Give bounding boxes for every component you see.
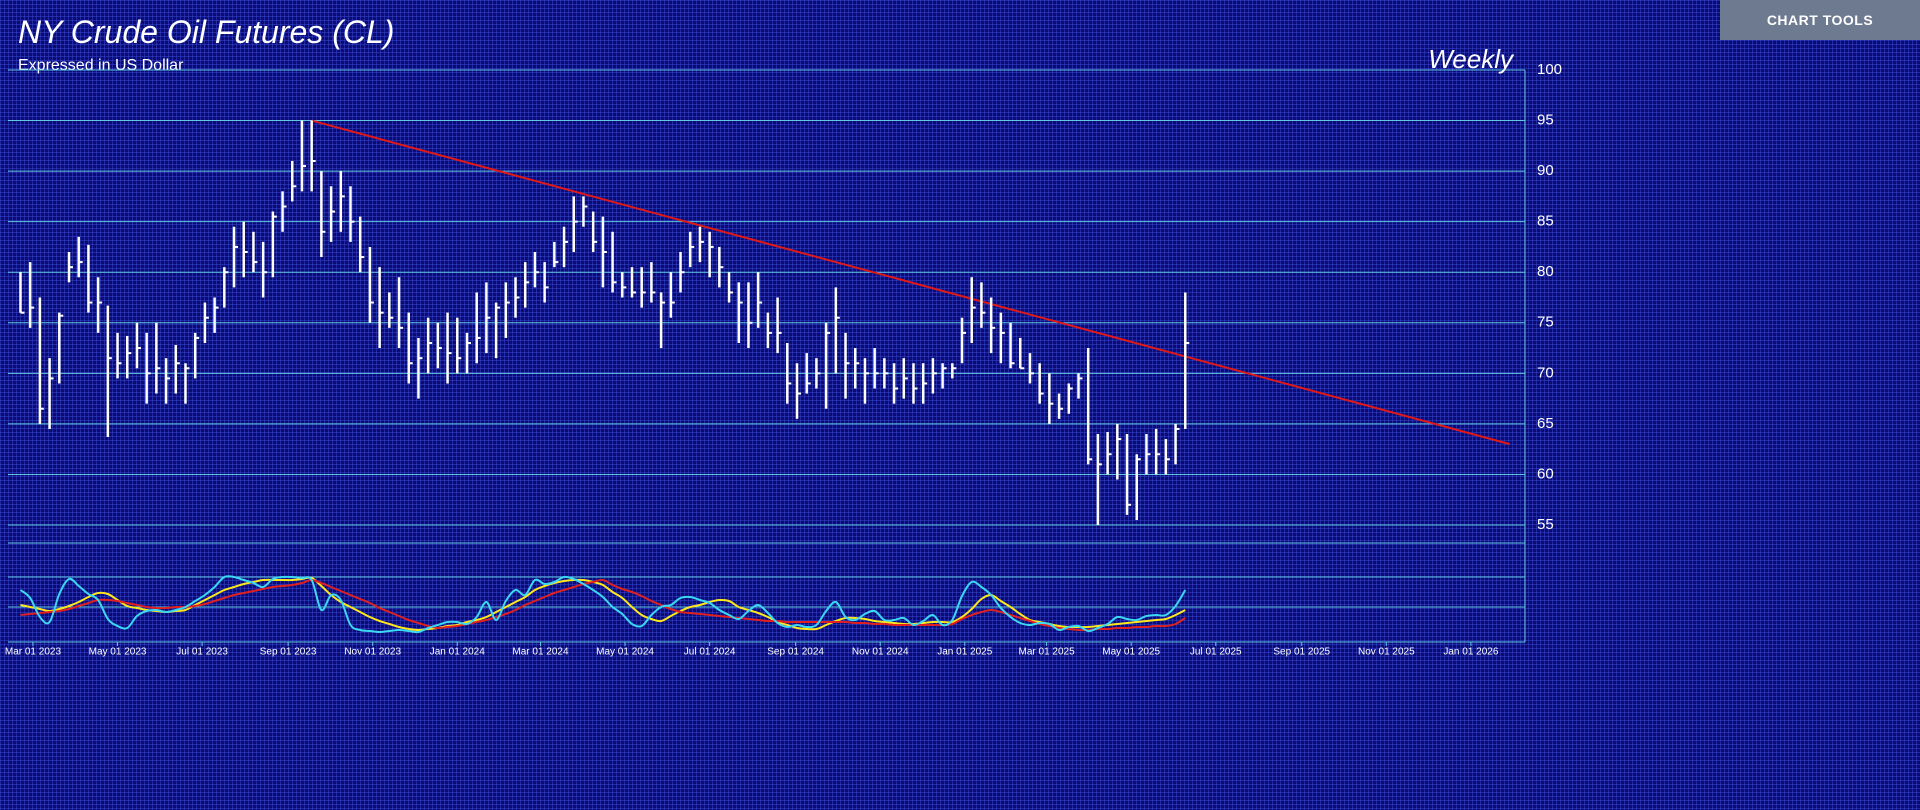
y-tick-label: 65 — [1537, 415, 1554, 432]
x-tick-label: Jul 01 2024 — [684, 647, 736, 658]
x-tick-label: Nov 01 2023 — [344, 647, 401, 658]
x-tick-label: Sep 01 2023 — [260, 647, 317, 658]
y-tick-label: 100 — [1537, 61, 1562, 78]
oscillator-line — [20, 578, 1186, 632]
y-tick-label: 70 — [1537, 364, 1554, 381]
y-tick-label: 60 — [1537, 465, 1554, 482]
y-tick-label: 75 — [1537, 314, 1554, 331]
x-tick-label: Nov 01 2024 — [852, 647, 909, 658]
y-tick-label: 90 — [1537, 162, 1554, 179]
trendline — [311, 119, 1511, 446]
x-tick-label: Jan 01 2024 — [430, 647, 485, 658]
x-tick-label: Jan 01 2026 — [1443, 647, 1498, 658]
x-tick-label: Jul 01 2023 — [176, 647, 228, 658]
x-tick-label: Jul 01 2025 — [1190, 647, 1242, 658]
annotation: Weekly — [1428, 44, 1515, 74]
x-tick-label: May 01 2024 — [596, 647, 654, 658]
x-tick-label: Sep 01 2025 — [1273, 647, 1330, 658]
x-tick-label: Nov 01 2025 — [1358, 647, 1415, 658]
x-tick-label: Sep 01 2024 — [767, 647, 824, 658]
x-tick-label: May 01 2023 — [89, 647, 147, 658]
chart-title: NY Crude Oil Futures (CL) — [18, 14, 395, 50]
y-tick-label: 55 — [1537, 516, 1554, 533]
oscillator-line — [19, 575, 1187, 634]
x-tick-label: Mar 01 2025 — [1019, 647, 1076, 658]
chart-tools-button[interactable]: CHART TOOLS — [1720, 0, 1920, 40]
y-tick-label: 95 — [1537, 112, 1554, 129]
y-tick-label: 85 — [1537, 213, 1554, 230]
x-tick-label: Mar 01 2023 — [5, 647, 62, 658]
x-tick-label: May 01 2025 — [1102, 647, 1160, 658]
oscillator-line — [20, 576, 1186, 632]
y-tick-label: 80 — [1537, 263, 1554, 280]
x-tick-label: Mar 01 2024 — [512, 647, 569, 658]
x-tick-label: Jan 01 2025 — [937, 647, 992, 658]
